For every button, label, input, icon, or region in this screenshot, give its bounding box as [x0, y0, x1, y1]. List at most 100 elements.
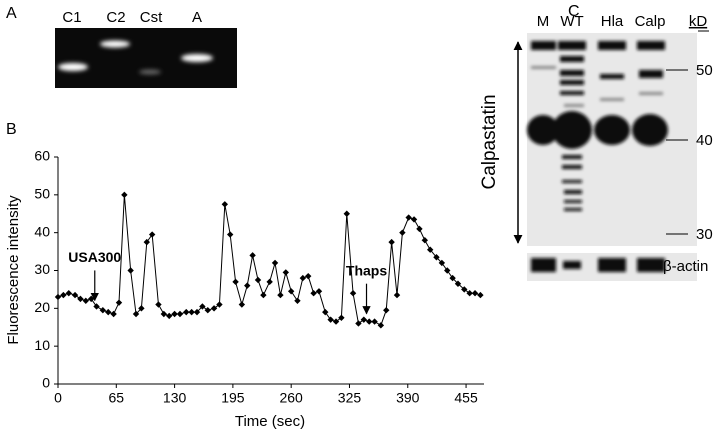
x-tick-label: 0 [54, 390, 62, 406]
lane-label: A [192, 9, 202, 26]
annotation: Thaps [346, 262, 387, 278]
data-point [204, 307, 211, 314]
data-point [105, 308, 112, 316]
lane-label: M [537, 13, 550, 30]
data-point [155, 301, 162, 308]
y-tick-label: 30 [34, 261, 50, 277]
panel-label: C [568, 3, 580, 20]
x-tick-label: 455 [454, 390, 478, 406]
data-point [244, 282, 251, 289]
data-point [426, 246, 434, 253]
data-point [171, 310, 178, 318]
data-point [216, 301, 223, 308]
lane-label: Cst [140, 9, 163, 26]
data-point [65, 290, 72, 297]
data-point [87, 295, 95, 303]
data-point [449, 274, 456, 282]
data-point [305, 272, 312, 280]
gel-a [55, 28, 237, 88]
data-point [410, 216, 418, 223]
data-point [127, 267, 134, 274]
data-point [93, 303, 100, 310]
data-point [327, 316, 334, 323]
loading-control-label: β-actin [663, 258, 708, 275]
data-point [271, 259, 279, 267]
data-point [110, 310, 117, 318]
unit-label: kD [689, 13, 708, 30]
x-axis-label: Time (sec) [235, 413, 305, 430]
data-point [166, 312, 173, 320]
data-point [254, 276, 262, 284]
data-point [226, 231, 234, 238]
data-point [238, 301, 246, 308]
y-tick-label: 40 [34, 223, 50, 239]
x-tick-label: 325 [338, 390, 362, 406]
data-point [332, 318, 340, 325]
data-point [466, 290, 473, 297]
data-point [138, 305, 145, 312]
data-point [266, 278, 273, 286]
data-point [371, 318, 378, 325]
data-point [221, 201, 229, 208]
data-point [299, 274, 307, 282]
data-point [277, 291, 284, 299]
data-point [249, 252, 256, 259]
data-point [377, 322, 385, 329]
data-point [433, 254, 440, 261]
annotation: USA300 [68, 249, 121, 265]
data-point [160, 310, 168, 318]
data-point [143, 238, 150, 246]
data-point [421, 237, 429, 244]
data-point [232, 278, 239, 286]
data-point [315, 288, 323, 295]
panel-label: B [6, 121, 17, 138]
data-point [383, 307, 390, 314]
data-point [343, 210, 350, 217]
data-point [366, 318, 373, 325]
y-tick-label: 60 [34, 148, 50, 164]
y-tick-label: 50 [34, 186, 50, 202]
y-tick-label: 20 [34, 299, 50, 315]
marker-label: 40 [696, 132, 713, 149]
data-point [349, 290, 357, 297]
lane-label: Hla [601, 13, 624, 30]
data-point [416, 225, 423, 233]
data-point [444, 267, 451, 274]
data-point [282, 269, 289, 276]
data-point [210, 305, 218, 312]
data-point [54, 293, 62, 301]
data-point [393, 291, 401, 299]
data-point [183, 308, 190, 316]
lane-label: C1 [62, 9, 81, 26]
data-point [461, 286, 468, 293]
panel-label: A [6, 5, 17, 22]
data-point [338, 314, 345, 321]
data-point [360, 316, 368, 323]
y-tick-label: 0 [42, 375, 50, 391]
x-tick-label: 65 [109, 390, 125, 406]
data-point [82, 297, 90, 304]
data-point [199, 303, 206, 310]
x-tick-label: 195 [221, 390, 245, 406]
lane-label: C2 [106, 9, 125, 26]
x-tick-label: 130 [163, 390, 187, 406]
data-line [57, 194, 481, 327]
data-point [60, 291, 67, 299]
data-point [99, 307, 107, 314]
data-point [77, 295, 84, 303]
x-tick-label: 390 [396, 390, 420, 406]
data-point [310, 290, 317, 297]
data-point [405, 214, 412, 221]
protein-label: Calpastatin [479, 94, 500, 189]
marker-label: 30 [696, 226, 713, 243]
data-point [148, 231, 156, 238]
data-point [193, 308, 201, 316]
data-point [471, 290, 479, 297]
y-axis-label: Fluorescence intensity [5, 195, 22, 345]
plot: 0 10 20 30 40 50 60 0 65 130 195 260 325 390 455 USA300… [34, 148, 484, 406]
data-point [322, 308, 329, 316]
data-point [176, 310, 184, 318]
data-point [399, 229, 406, 236]
data-point [388, 238, 395, 246]
